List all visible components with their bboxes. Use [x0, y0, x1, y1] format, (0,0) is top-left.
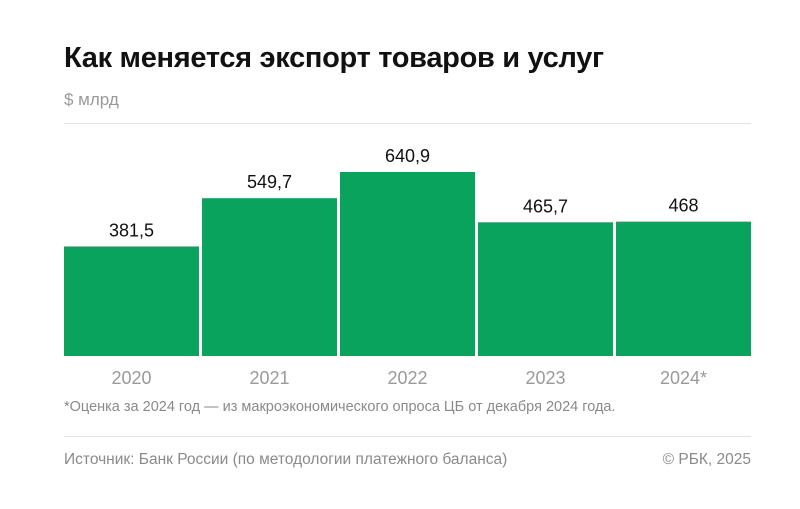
- value-label-2020: 381,5: [109, 220, 154, 240]
- value-label-2022: 640,9: [385, 146, 430, 166]
- bar-chart: 381,5 2020 549,7 2021 640,9 2022 465,7 2023 468 2…: [64, 146, 751, 388]
- x-tick-label-2023: 2023: [525, 368, 565, 388]
- x-tick-label-2020: 2020: [111, 368, 151, 388]
- bar-2024*: [616, 221, 751, 356]
- source-label: Источник: Банк России (по методологии пл…: [64, 451, 508, 468]
- value-label-2023: 465,7: [523, 196, 568, 216]
- copyright-label: © РБК, 2025: [662, 451, 751, 468]
- chart-title: Как меняется экспорт товаров и услуг: [64, 42, 604, 74]
- unit-label: $ млрд: [64, 90, 119, 109]
- bar-2023: [478, 222, 613, 356]
- bar-2021: [202, 198, 337, 356]
- top-divider: [64, 123, 751, 124]
- bottom-divider: [64, 436, 751, 437]
- x-tick-label-2021: 2021: [249, 368, 289, 388]
- footnote: *Оценка за 2024 год — из макроэкономичес…: [64, 399, 616, 415]
- value-label-2024*: 468: [668, 196, 698, 216]
- bar-2022: [340, 172, 475, 356]
- value-label-2021: 549,7: [247, 172, 292, 192]
- x-tick-label-2024*: 2024*: [660, 368, 707, 388]
- x-tick-label-2022: 2022: [387, 368, 427, 388]
- bar-2020: [64, 246, 199, 356]
